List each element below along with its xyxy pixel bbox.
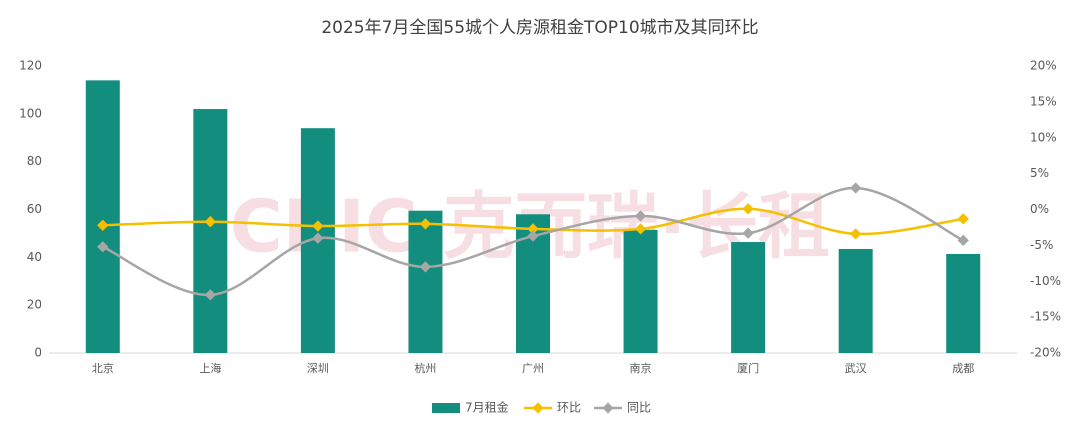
marker — [742, 227, 754, 239]
y-tick-label: 40 — [27, 250, 42, 264]
legend-label: 环比 — [557, 401, 581, 415]
bar — [85, 80, 120, 353]
x-tick-label: 广州 — [522, 362, 544, 375]
marker — [527, 223, 539, 235]
y-tick-label: 60 — [27, 202, 42, 216]
x-tick-label: 厦门 — [737, 361, 759, 375]
marker — [312, 220, 324, 232]
marker — [527, 230, 539, 242]
x-tick-label: 上海 — [199, 361, 221, 375]
y-tick-label: 80 — [27, 154, 42, 168]
marker — [419, 261, 432, 273]
y2-tick-label: -20% — [1030, 346, 1061, 360]
x-tick-label: 南京 — [630, 361, 652, 375]
bar — [408, 210, 443, 353]
x-tick-label: 北京 — [92, 361, 114, 375]
marker — [204, 289, 216, 301]
x-tick-label: 武汉 — [845, 362, 867, 375]
y2-tick-label: -10% — [1030, 274, 1061, 288]
x-tick-label: 杭州 — [414, 361, 436, 375]
y2-tick-label: -15% — [1030, 310, 1061, 324]
marker — [742, 203, 754, 215]
chart-title: 2025年7月全国55城个人房源租金TOP10城市及其同环比 — [321, 18, 758, 38]
bar — [623, 229, 658, 353]
x-tick-label: 成都 — [952, 362, 974, 375]
marker — [634, 210, 647, 222]
marker — [634, 223, 647, 235]
y2-tick-label: 0% — [1030, 202, 1049, 216]
marker — [957, 213, 969, 225]
bar — [838, 248, 873, 353]
marker — [957, 234, 969, 247]
y-tick-label: 20 — [27, 298, 42, 312]
y2-tick-label: 10% — [1030, 130, 1057, 144]
marker — [312, 232, 324, 244]
marker — [850, 182, 862, 194]
y-tick-label: 0 — [34, 346, 42, 360]
legend-swatch — [432, 403, 460, 413]
bar — [946, 253, 981, 353]
marker — [419, 218, 432, 230]
legend-label: 同比 — [627, 401, 651, 415]
legend-label: 7月租金 — [465, 400, 509, 415]
marker — [850, 228, 862, 240]
x-tick-label: 深圳 — [307, 362, 329, 375]
y-tick-label: 100 — [19, 106, 42, 120]
y2-tick-label: -5% — [1030, 238, 1053, 252]
marker — [204, 216, 216, 228]
y2-tick-label: 15% — [1030, 94, 1057, 108]
y2-tick-label: 5% — [1030, 166, 1049, 180]
y2-tick-label: 20% — [1030, 59, 1057, 73]
bar — [193, 109, 228, 353]
legend-swatch — [532, 402, 544, 414]
legend-swatch — [602, 402, 614, 414]
y-tick-label: 120 — [19, 59, 42, 73]
bar — [731, 242, 766, 353]
